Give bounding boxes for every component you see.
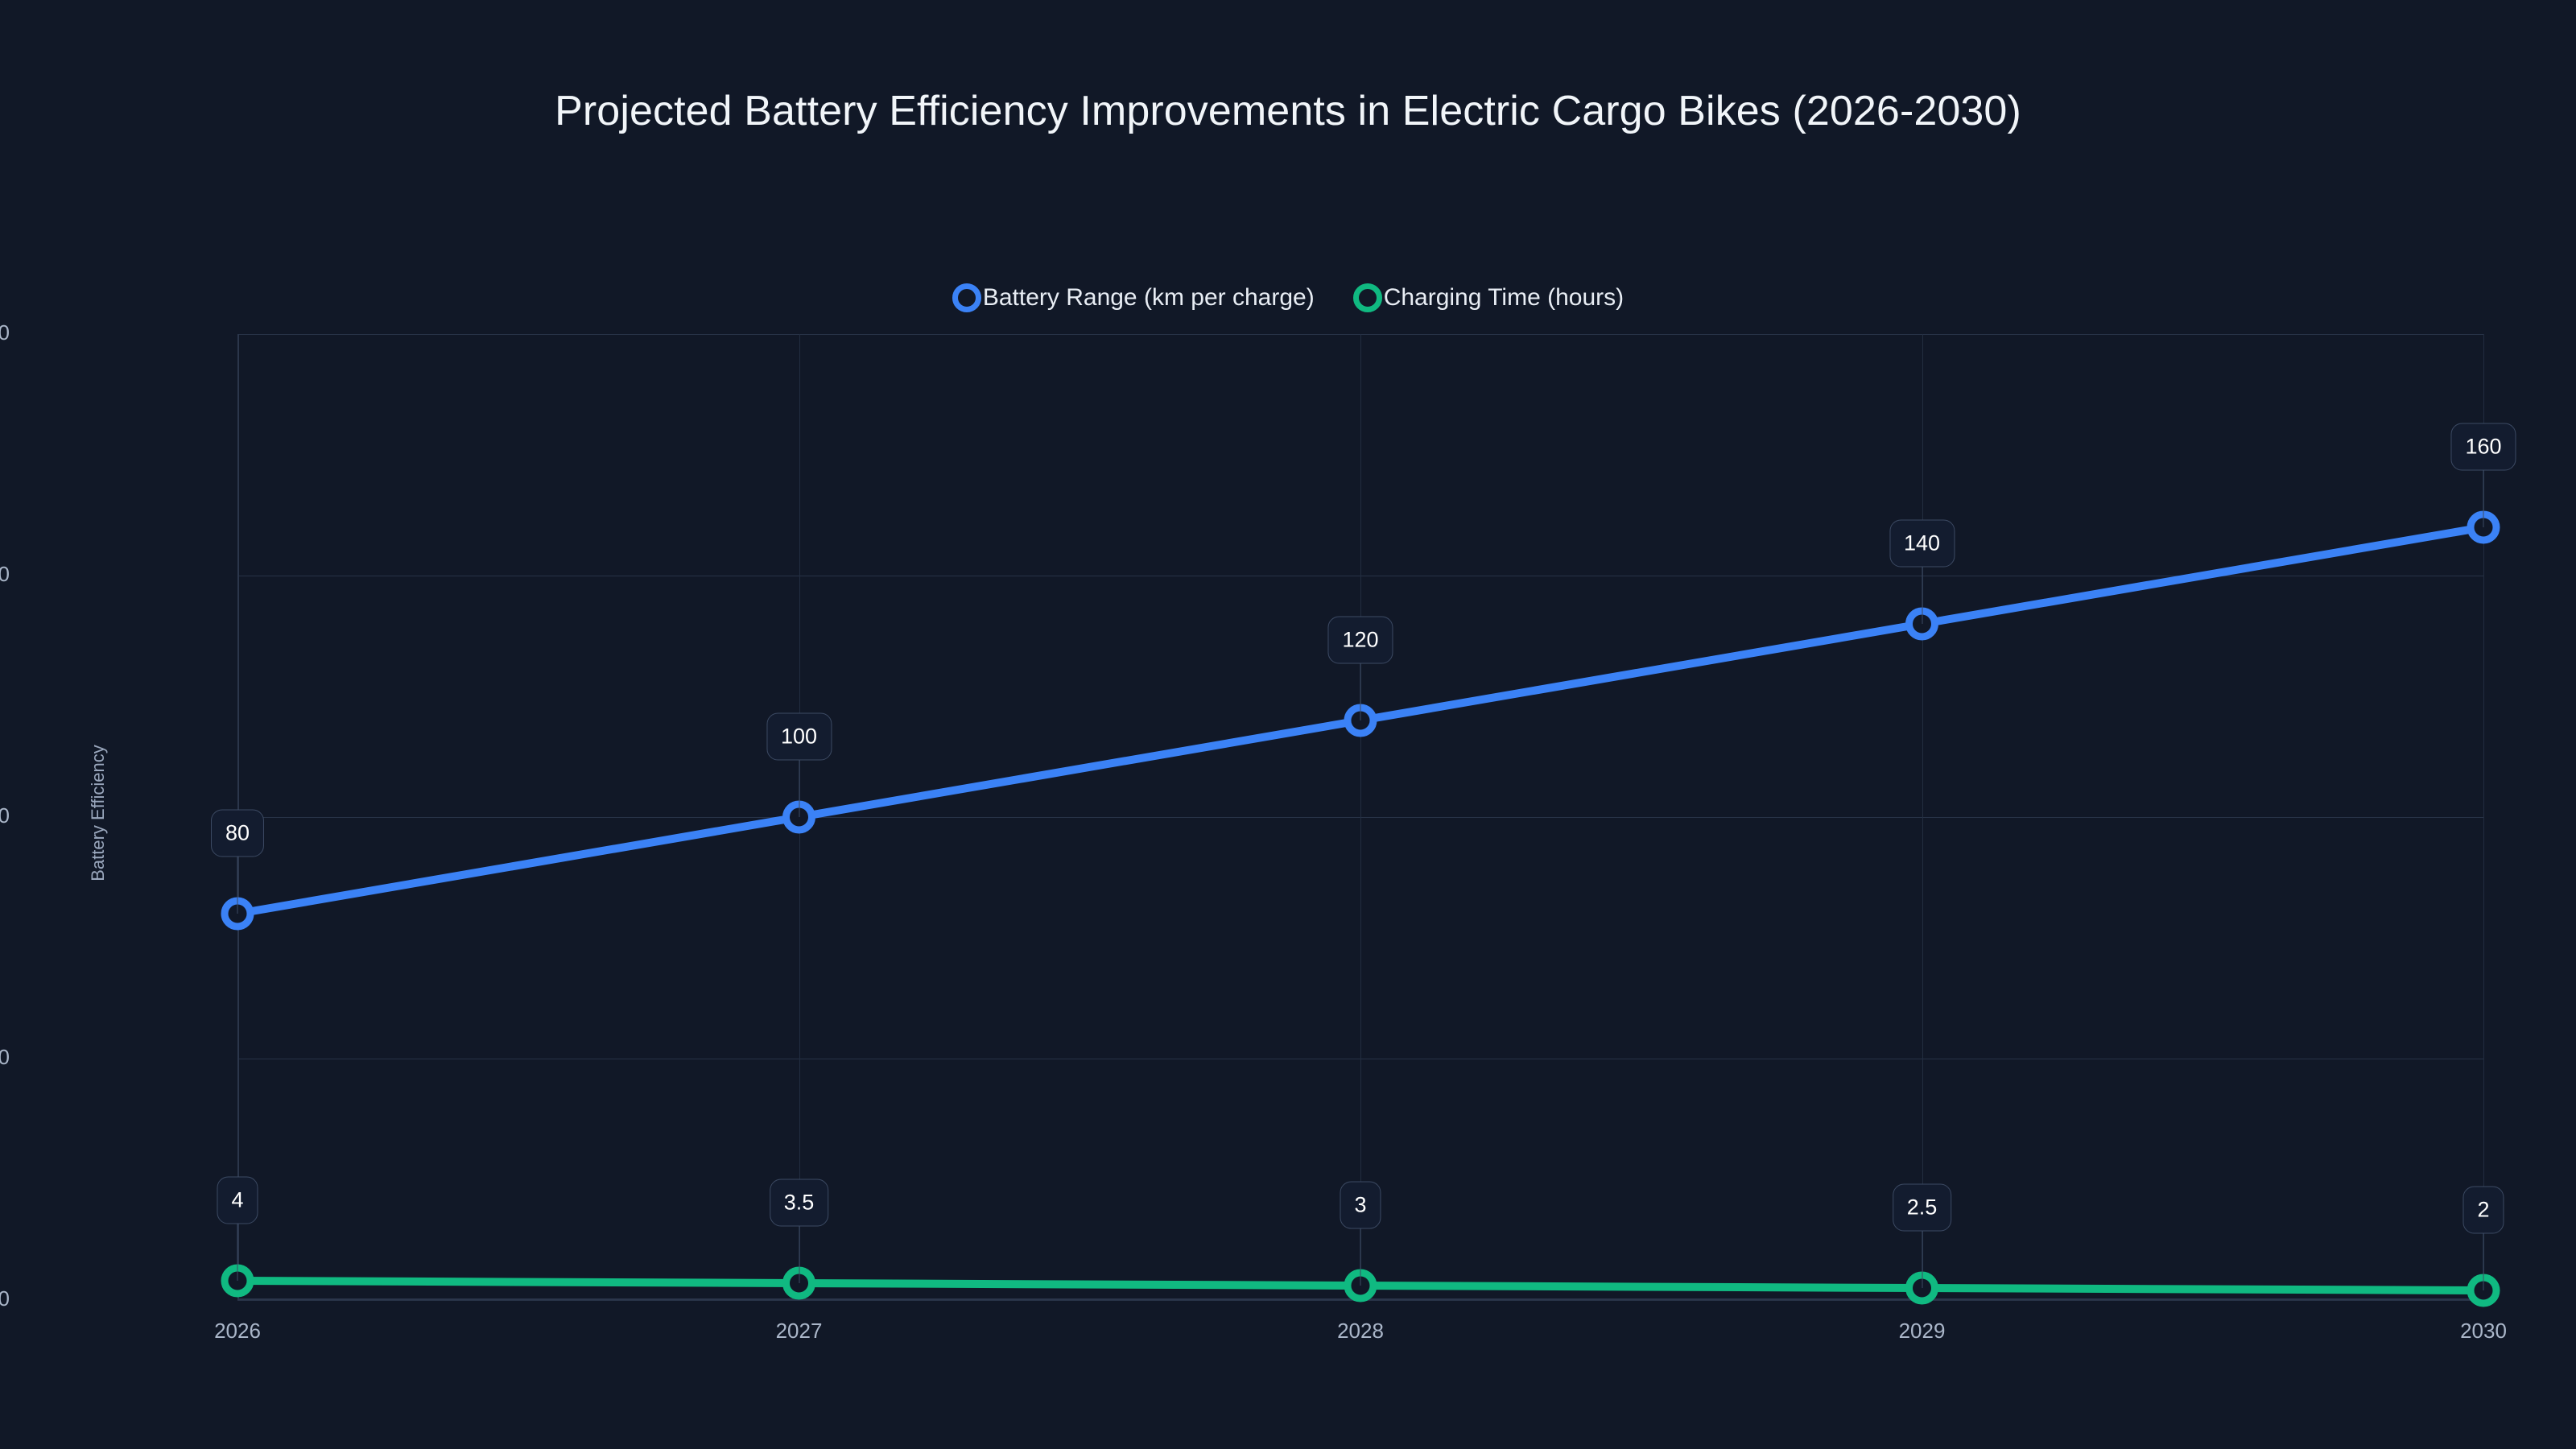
data-point-value-label: 2: [2462, 1186, 2504, 1234]
data-label-connector: [1360, 1223, 1361, 1286]
x-tick-label: 2030: [2460, 1319, 2507, 1343]
data-point-value-label: 80: [210, 809, 265, 857]
data-point-value-label: 120: [1327, 616, 1393, 664]
ring-icon: [952, 283, 981, 312]
data-point-value-label: 4: [217, 1176, 258, 1224]
data-point-value-label: 3: [1340, 1181, 1381, 1229]
legend-item-battery-range[interactable]: Battery Range (km per charge): [952, 283, 1315, 312]
data-point-value-label: 160: [2450, 423, 2516, 471]
data-point-value-label: 140: [1889, 519, 1955, 568]
data-label-connector: [2483, 464, 2484, 527]
legend-item-label: Charging Time (hours): [1383, 284, 1624, 311]
x-tick-label: 2028: [1337, 1319, 1384, 1343]
data-point-value-label: 100: [766, 712, 832, 761]
data-point-value-label: 2.5: [1892, 1183, 1952, 1232]
data-label-connector: [237, 1218, 238, 1281]
legend-item-label: Battery Range (km per charge): [982, 284, 1315, 311]
x-tick-label: 2027: [775, 1319, 823, 1343]
y-tick-label: 0: [0, 1286, 10, 1311]
data-label-connector: [1360, 658, 1361, 720]
y-tick-label: 150: [0, 562, 10, 586]
y-tick-label: 100: [0, 803, 10, 828]
y-tick-label: 50: [0, 1045, 10, 1069]
x-tick-label: 2026: [214, 1319, 261, 1343]
gridline-vertical: [1360, 334, 1361, 1300]
ring-icon: [1352, 283, 1382, 312]
chart-legend: Battery Range (km per charge) Charging T…: [0, 283, 2576, 312]
gridline-vertical: [2483, 334, 2484, 1300]
x-tick-label: 2029: [1898, 1319, 1946, 1343]
legend-item-charging-time[interactable]: Charging Time (hours): [1352, 283, 1624, 312]
data-label-connector: [237, 851, 238, 914]
page-title: Projected Battery Efficiency Improvement…: [555, 88, 2021, 134]
y-tick-label: 200: [0, 320, 10, 345]
gridline-vertical: [1922, 334, 1923, 1300]
data-label-connector: [2483, 1228, 2484, 1290]
data-point-value-label: 3.5: [769, 1179, 829, 1227]
